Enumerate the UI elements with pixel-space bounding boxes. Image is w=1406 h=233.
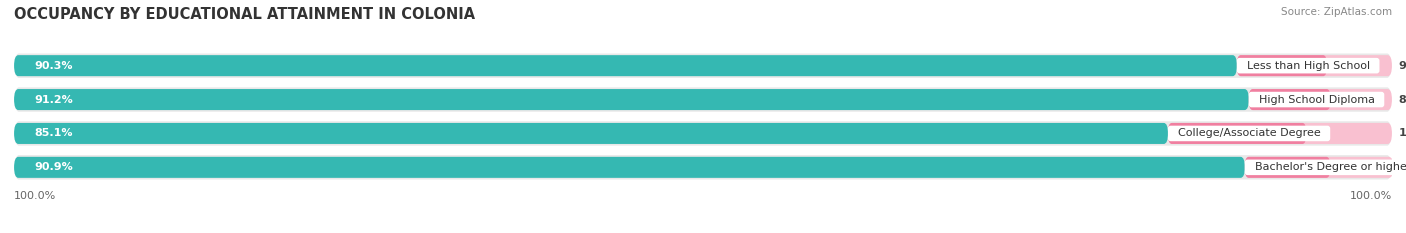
Text: Less than High School: Less than High School [1240, 61, 1376, 71]
Text: 9.2%: 9.2% [1400, 162, 1406, 172]
Text: 90.9%: 90.9% [34, 162, 73, 172]
FancyBboxPatch shape [14, 55, 1237, 76]
FancyBboxPatch shape [14, 157, 1244, 178]
Text: 100.0%: 100.0% [14, 191, 56, 201]
FancyBboxPatch shape [14, 120, 1392, 147]
FancyBboxPatch shape [14, 86, 1392, 113]
FancyBboxPatch shape [1237, 55, 1392, 76]
FancyBboxPatch shape [1244, 157, 1330, 178]
FancyBboxPatch shape [14, 154, 1392, 181]
FancyBboxPatch shape [14, 52, 1392, 79]
Text: 91.2%: 91.2% [34, 95, 73, 105]
FancyBboxPatch shape [1168, 123, 1392, 144]
Text: 100.0%: 100.0% [1350, 191, 1392, 201]
Text: 14.9%: 14.9% [1399, 128, 1406, 138]
Text: High School Diploma: High School Diploma [1251, 95, 1382, 105]
Text: 90.3%: 90.3% [34, 61, 73, 71]
Text: OCCUPANCY BY EDUCATIONAL ATTAINMENT IN COLONIA: OCCUPANCY BY EDUCATIONAL ATTAINMENT IN C… [14, 7, 475, 22]
Text: 85.1%: 85.1% [34, 128, 73, 138]
Text: 9.7%: 9.7% [1399, 61, 1406, 71]
Text: Source: ZipAtlas.com: Source: ZipAtlas.com [1281, 7, 1392, 17]
Text: 8.8%: 8.8% [1399, 95, 1406, 105]
Text: Bachelor's Degree or higher: Bachelor's Degree or higher [1247, 162, 1406, 172]
FancyBboxPatch shape [14, 123, 1168, 144]
FancyBboxPatch shape [1237, 55, 1327, 76]
FancyBboxPatch shape [14, 89, 1249, 110]
FancyBboxPatch shape [1244, 157, 1393, 178]
FancyBboxPatch shape [1249, 89, 1330, 110]
FancyBboxPatch shape [1249, 89, 1392, 110]
Text: College/Associate Degree: College/Associate Degree [1171, 128, 1327, 138]
FancyBboxPatch shape [1168, 123, 1306, 144]
